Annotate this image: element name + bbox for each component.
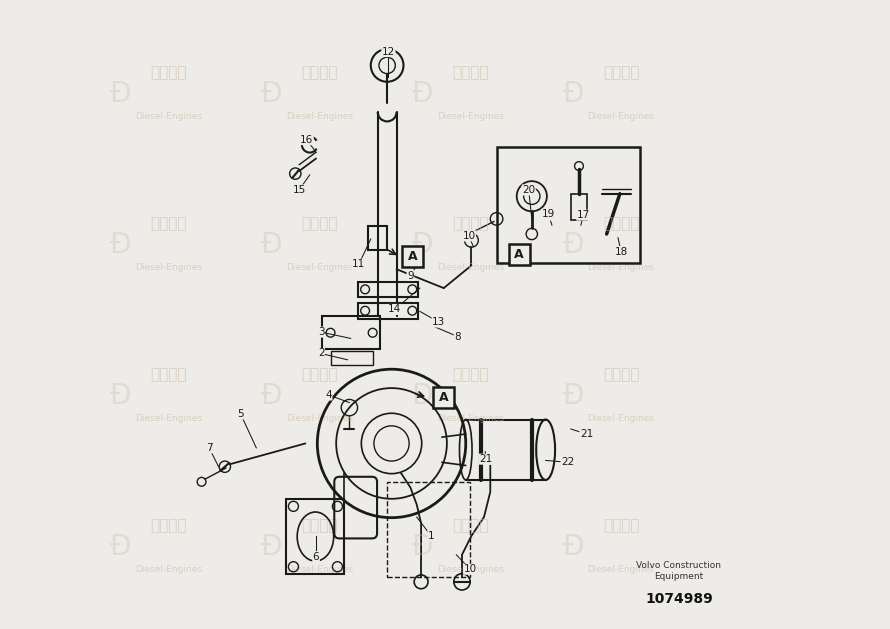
Text: A: A — [514, 248, 524, 261]
Text: Diesel-Engines: Diesel-Engines — [134, 112, 202, 121]
Text: Ð: Ð — [563, 382, 585, 410]
Text: 18: 18 — [614, 247, 627, 257]
Bar — [401, 246, 423, 267]
Text: 紫发动力: 紫发动力 — [301, 367, 337, 382]
Bar — [386, 482, 470, 577]
Text: 15: 15 — [293, 185, 305, 195]
Text: 10: 10 — [462, 231, 475, 241]
Text: 21: 21 — [479, 454, 492, 464]
Text: Ð: Ð — [262, 231, 283, 259]
Text: Diesel-Engines: Diesel-Engines — [587, 263, 655, 272]
Text: Ð: Ð — [412, 382, 433, 410]
Text: Ð: Ð — [110, 533, 132, 561]
Text: Diesel-Engines: Diesel-Engines — [587, 112, 655, 121]
Text: 17: 17 — [577, 210, 590, 220]
Text: Diesel-Engines: Diesel-Engines — [437, 112, 504, 121]
Text: 8: 8 — [454, 331, 461, 342]
Text: 3: 3 — [318, 327, 324, 337]
Text: 紫发动力: 紫发动力 — [452, 65, 489, 80]
Text: 6: 6 — [312, 552, 320, 562]
Text: 22: 22 — [561, 457, 574, 467]
Text: Diesel-Engines: Diesel-Engines — [286, 112, 352, 121]
Text: Diesel-Engines: Diesel-Engines — [437, 414, 504, 423]
Text: 紫发动力: 紫发动力 — [301, 216, 337, 231]
Text: 11: 11 — [352, 259, 366, 269]
Text: 19: 19 — [542, 209, 555, 219]
Text: Ð: Ð — [262, 533, 283, 561]
Text: Ð: Ð — [412, 533, 433, 561]
Text: Diesel-Engines: Diesel-Engines — [437, 263, 504, 272]
Text: 紫发动力: 紫发动力 — [150, 518, 187, 533]
Bar — [497, 147, 640, 263]
Text: Diesel-Engines: Diesel-Engines — [587, 565, 655, 574]
Text: Ð: Ð — [262, 382, 283, 410]
Text: Ð: Ð — [412, 231, 433, 259]
Text: Ð: Ð — [563, 81, 585, 108]
Bar — [433, 387, 455, 408]
Text: A: A — [408, 250, 417, 263]
Text: 12: 12 — [382, 47, 395, 57]
Text: 4: 4 — [326, 390, 332, 400]
Bar — [368, 226, 387, 250]
Text: 紫发动力: 紫发动力 — [452, 367, 489, 382]
Text: 2: 2 — [318, 348, 324, 359]
Bar — [287, 499, 344, 574]
Bar — [358, 282, 418, 297]
Text: 紫发动力: 紫发动力 — [150, 216, 187, 231]
Text: Diesel-Engines: Diesel-Engines — [134, 414, 202, 423]
Text: Diesel-Engines: Diesel-Engines — [437, 565, 504, 574]
Text: 16: 16 — [300, 135, 313, 145]
Bar — [570, 194, 587, 220]
Text: 21: 21 — [580, 429, 593, 439]
Text: Ð: Ð — [110, 382, 132, 410]
Text: 紫发动力: 紫发动力 — [603, 518, 639, 533]
Text: 紫发动力: 紫发动力 — [603, 367, 639, 382]
Text: Ð: Ð — [412, 81, 433, 108]
Text: 紫发动力: 紫发动力 — [150, 65, 187, 80]
Text: 紫发动力: 紫发动力 — [452, 216, 489, 231]
Text: Ð: Ð — [563, 231, 585, 259]
Text: 5: 5 — [238, 409, 244, 419]
Text: 1074989: 1074989 — [645, 592, 713, 606]
Text: Volvo Construction
Equipment: Volvo Construction Equipment — [636, 562, 722, 581]
Text: 紫发动力: 紫发动力 — [301, 518, 337, 533]
Text: Diesel-Engines: Diesel-Engines — [134, 565, 202, 574]
Bar — [330, 351, 373, 365]
Text: 紫发动力: 紫发动力 — [603, 216, 639, 231]
Text: 20: 20 — [522, 185, 535, 195]
Text: 10: 10 — [464, 564, 477, 574]
Text: 紫发动力: 紫发动力 — [603, 65, 639, 80]
Text: Diesel-Engines: Diesel-Engines — [134, 263, 202, 272]
Text: 19: 19 — [542, 210, 555, 220]
Text: Diesel-Engines: Diesel-Engines — [587, 414, 655, 423]
Text: 紫发动力: 紫发动力 — [301, 65, 337, 80]
Text: 13: 13 — [432, 317, 445, 327]
Text: 紫发动力: 紫发动力 — [452, 518, 489, 533]
Text: 紫发动力: 紫发动力 — [150, 367, 187, 382]
Text: Ð: Ð — [262, 81, 283, 108]
Bar — [322, 316, 380, 349]
Text: 7: 7 — [206, 443, 213, 453]
Text: A: A — [439, 391, 449, 404]
Text: Diesel-Engines: Diesel-Engines — [286, 565, 352, 574]
Text: 9: 9 — [407, 270, 414, 281]
Text: 1: 1 — [428, 531, 434, 541]
Text: Ð: Ð — [110, 231, 132, 259]
Text: Ð: Ð — [563, 533, 585, 561]
Text: Diesel-Engines: Diesel-Engines — [286, 263, 352, 272]
Bar — [358, 303, 418, 319]
Text: Diesel-Engines: Diesel-Engines — [286, 414, 352, 423]
Text: 14: 14 — [388, 304, 401, 314]
Text: Ð: Ð — [110, 81, 132, 108]
Bar — [508, 244, 530, 265]
